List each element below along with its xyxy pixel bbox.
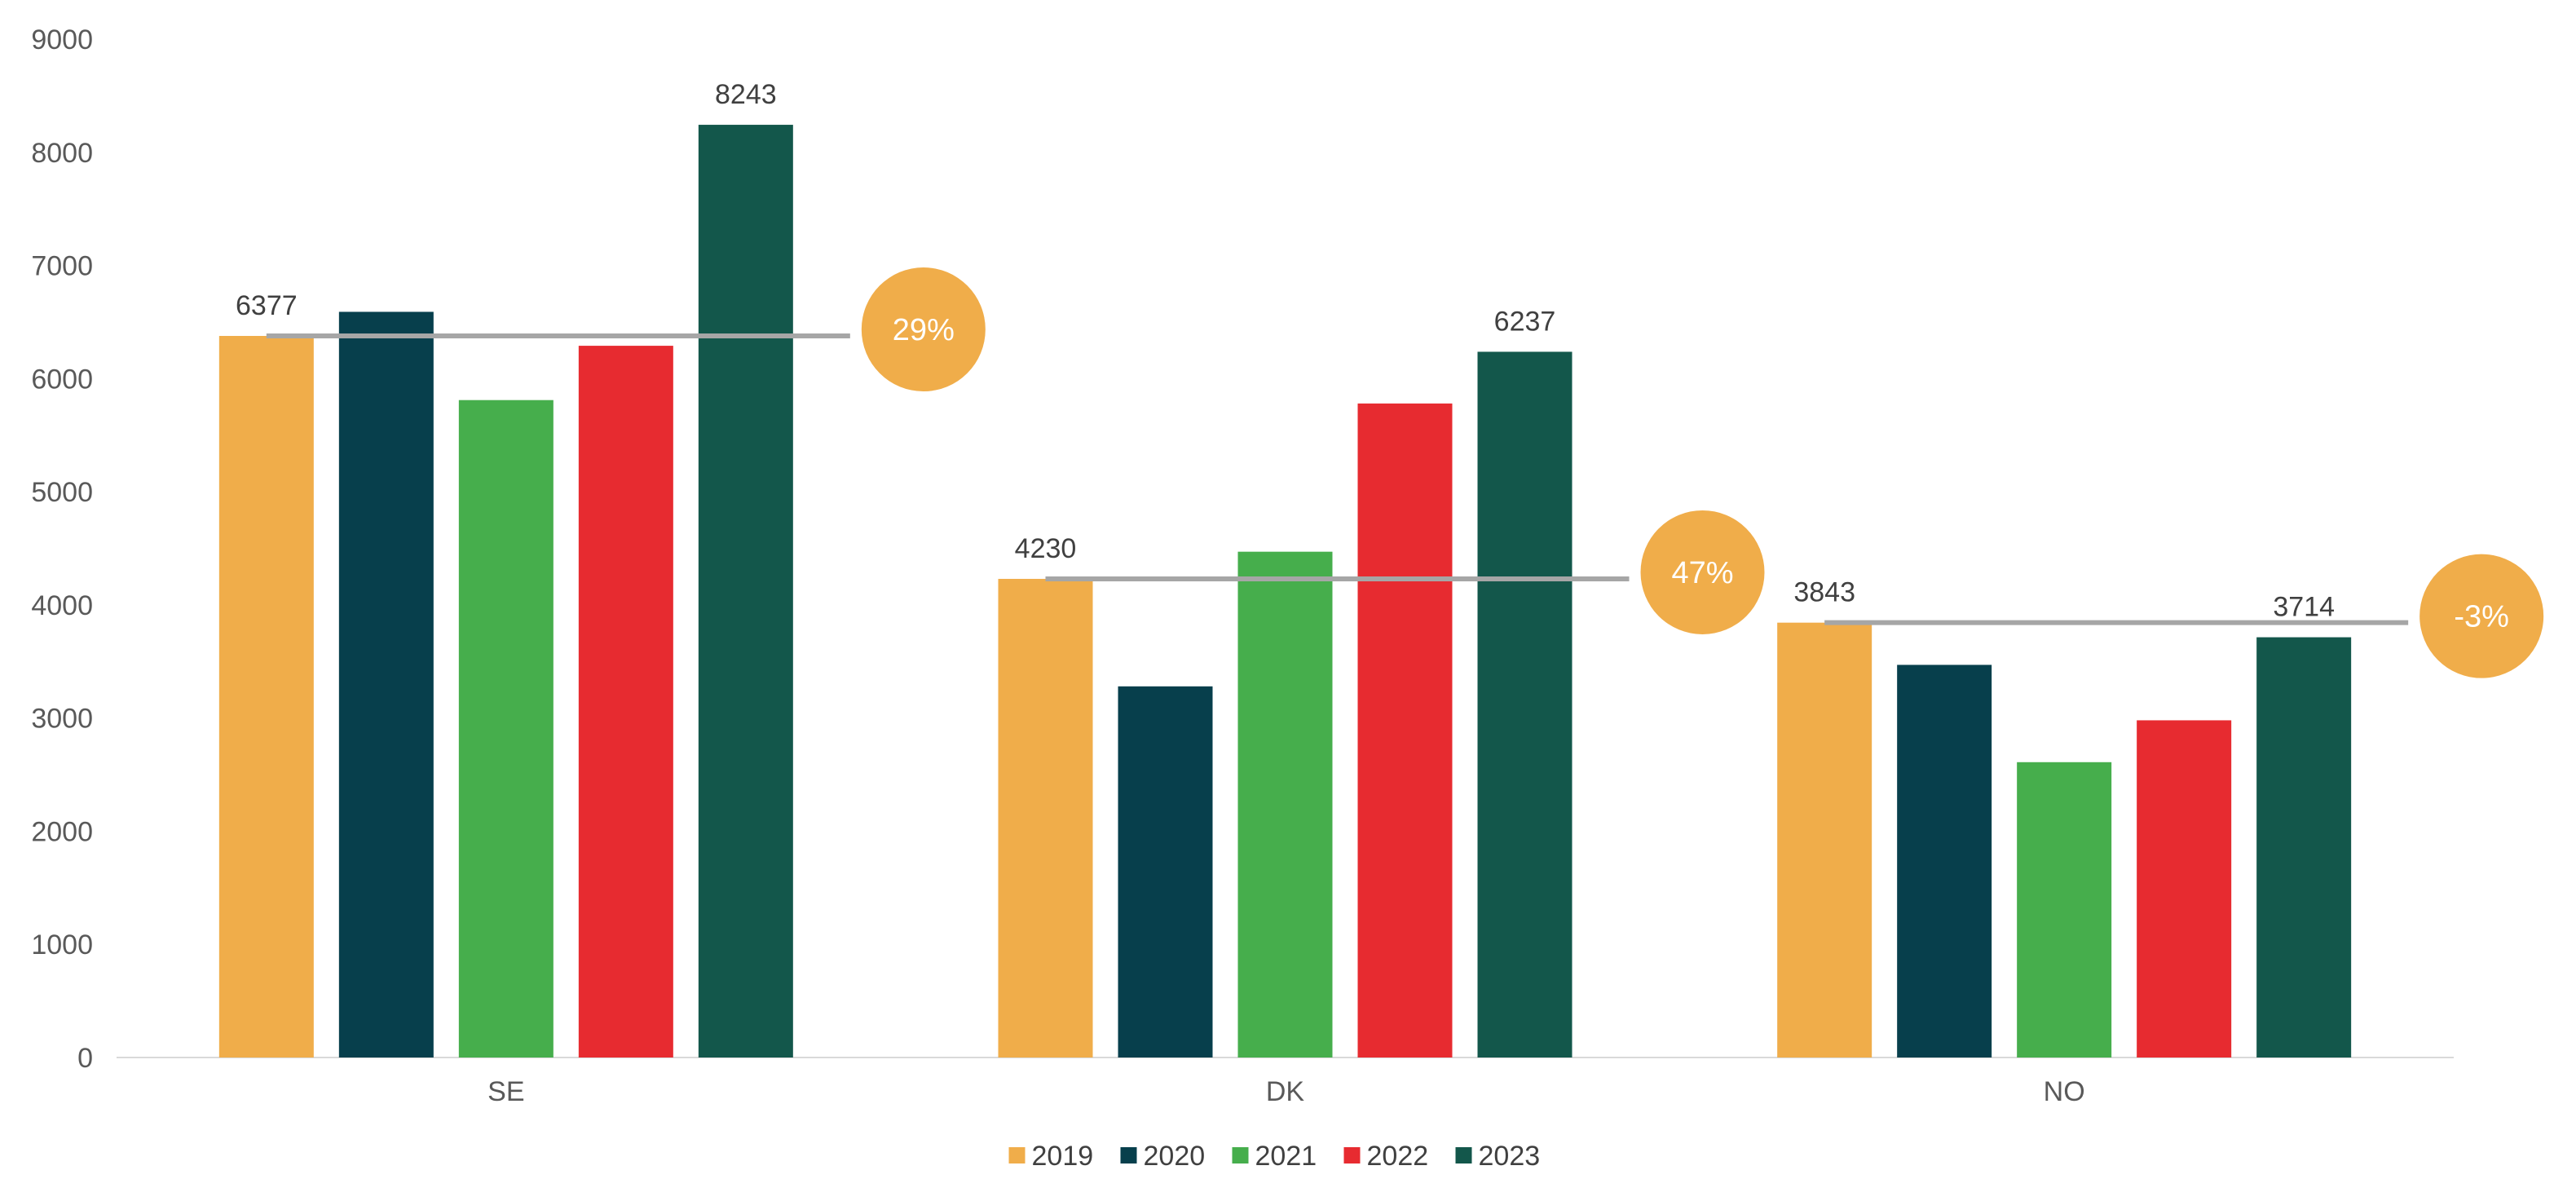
data-label-no-2019: 3843 xyxy=(1793,577,1855,608)
bar-se-2022 xyxy=(578,346,673,1057)
legend-swatch-2023 xyxy=(1455,1147,1472,1163)
legend-swatch-2021 xyxy=(1232,1147,1249,1163)
legend-swatch-2020 xyxy=(1120,1147,1137,1163)
data-label-se-2019: 6377 xyxy=(236,290,298,321)
data-label-dk-2023: 6237 xyxy=(1494,306,1556,337)
bar-dk-2019 xyxy=(998,578,1093,1057)
bar-se-2023 xyxy=(698,125,793,1057)
y-tick-label: 2000 xyxy=(31,816,93,847)
y-tick-label: 9000 xyxy=(31,24,93,55)
data-label-dk-2019: 4230 xyxy=(1015,533,1077,564)
bar-no-2022 xyxy=(2137,720,2232,1057)
bar-se-2020 xyxy=(338,311,434,1057)
y-axis: 0 1000 2000 3000 4000 5000 6000 7000 8000 9000 xyxy=(31,24,93,1074)
change-badge-label-dk: 47% xyxy=(1671,556,1733,590)
bar-dk-2021 xyxy=(1237,551,1333,1057)
bar-dk-2020 xyxy=(1118,686,1213,1057)
data-label-no-2023: 3714 xyxy=(2273,592,2335,623)
x-axis: SE DK NO xyxy=(117,1057,2454,1107)
legend-label-2022: 2022 xyxy=(1367,1141,1429,1172)
bar-no-2019 xyxy=(1777,622,1872,1057)
legend-label-2023: 2023 xyxy=(1479,1141,1541,1172)
y-tick-label: 5000 xyxy=(31,477,93,508)
legend-label-2019: 2019 xyxy=(1032,1141,1094,1172)
bar-dk-2023 xyxy=(1477,351,1573,1057)
y-tick-label: 8000 xyxy=(31,138,93,169)
x-tick-label-no: NO xyxy=(2044,1076,2085,1107)
legend-label-2020: 2020 xyxy=(1144,1141,1206,1172)
bar-se-2021 xyxy=(458,400,554,1057)
change-badge-label-se: 29% xyxy=(893,313,955,347)
bar-no-2023 xyxy=(2256,637,2352,1057)
y-tick-label: 0 xyxy=(77,1043,93,1074)
change-badge-dk xyxy=(1640,510,1765,634)
y-tick-label: 3000 xyxy=(31,704,93,735)
y-tick-label: 6000 xyxy=(31,364,93,395)
change-badge-no xyxy=(2419,554,2544,678)
change-badge-label-no: -3% xyxy=(2454,600,2509,634)
bars xyxy=(218,125,2352,1057)
x-tick-label-se: SE xyxy=(487,1076,524,1107)
bar-no-2020 xyxy=(1897,665,1992,1057)
change-badge-se xyxy=(861,267,986,392)
change-badges: 29% 47% -3% xyxy=(861,267,2544,678)
legend: 2019 2020 2021 2022 2023 xyxy=(1008,1141,1541,1172)
legend-swatch-2022 xyxy=(1343,1147,1361,1163)
bar-se-2019 xyxy=(218,336,314,1057)
y-tick-label: 1000 xyxy=(31,929,93,960)
data-labels: 6377 8243 4230 6237 3843 3714 xyxy=(236,79,2335,623)
data-label-se-2023: 8243 xyxy=(715,79,777,110)
legend-swatch-2019 xyxy=(1008,1147,1026,1163)
y-tick-label: 7000 xyxy=(31,251,93,282)
y-tick-label: 4000 xyxy=(31,590,93,621)
legend-label-2021: 2021 xyxy=(1255,1141,1317,1172)
bar-dk-2022 xyxy=(1357,403,1453,1057)
reference-lines xyxy=(266,333,2409,625)
bar-no-2021 xyxy=(2017,762,2112,1057)
x-tick-label-dk: DK xyxy=(1266,1076,1305,1107)
